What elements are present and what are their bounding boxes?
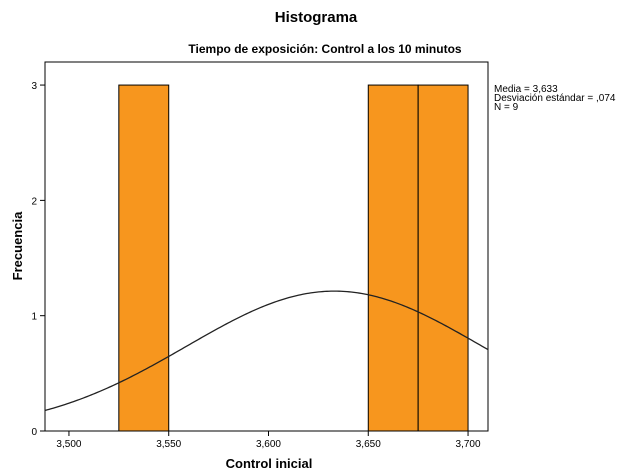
histogram-bar-3 — [417, 84, 469, 432]
y-axis: 0 1 2 3 — [31, 81, 45, 438]
stats-std: Desviación estándar = ,074 — [494, 93, 616, 104]
histogram-bar-1 — [118, 84, 170, 432]
y-tick-label: 2 — [31, 196, 37, 207]
x-tick-label: 3,600 — [256, 439, 281, 450]
x-axis-label: Control inicial — [226, 456, 313, 470]
x-tick-label: 3,550 — [156, 439, 181, 450]
x-tick-label: 3,700 — [456, 439, 481, 450]
stats-mean: Media = 3,633 — [494, 84, 558, 95]
y-tick-label: 3 — [31, 81, 37, 92]
bars-group — [118, 84, 469, 432]
x-tick-label: 3,500 — [56, 439, 81, 450]
normal-curve — [44, 290, 489, 412]
y-tick-label: 0 — [31, 427, 37, 438]
chart-title: Histograma — [275, 9, 358, 26]
y-axis-label: Frecuencia — [10, 211, 25, 280]
histogram-bar-2 — [367, 84, 419, 432]
stats-box: Media = 3,633 Desviación estándar = ,074… — [494, 84, 616, 113]
y-tick-label: 1 — [31, 312, 37, 323]
stats-n: N = 9 — [494, 102, 519, 113]
chart-subtitle: Tiempo de exposición: Control a los 10 m… — [188, 42, 461, 56]
x-axis: 3,500 3,550 3,600 3,650 3,700 — [56, 431, 481, 450]
x-tick-label: 3,650 — [356, 439, 381, 450]
